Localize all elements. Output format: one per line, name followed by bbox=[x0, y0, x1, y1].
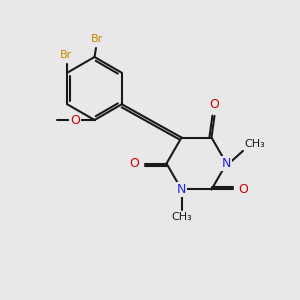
Text: CH₃: CH₃ bbox=[245, 139, 266, 149]
Text: CH₃: CH₃ bbox=[171, 212, 192, 222]
Text: O: O bbox=[130, 157, 140, 170]
Text: O: O bbox=[238, 183, 248, 196]
Text: O: O bbox=[70, 113, 80, 127]
Text: N: N bbox=[222, 157, 231, 170]
Text: Br: Br bbox=[60, 50, 72, 60]
Text: Br: Br bbox=[91, 34, 103, 44]
Text: N: N bbox=[177, 183, 186, 196]
Text: O: O bbox=[210, 98, 219, 110]
